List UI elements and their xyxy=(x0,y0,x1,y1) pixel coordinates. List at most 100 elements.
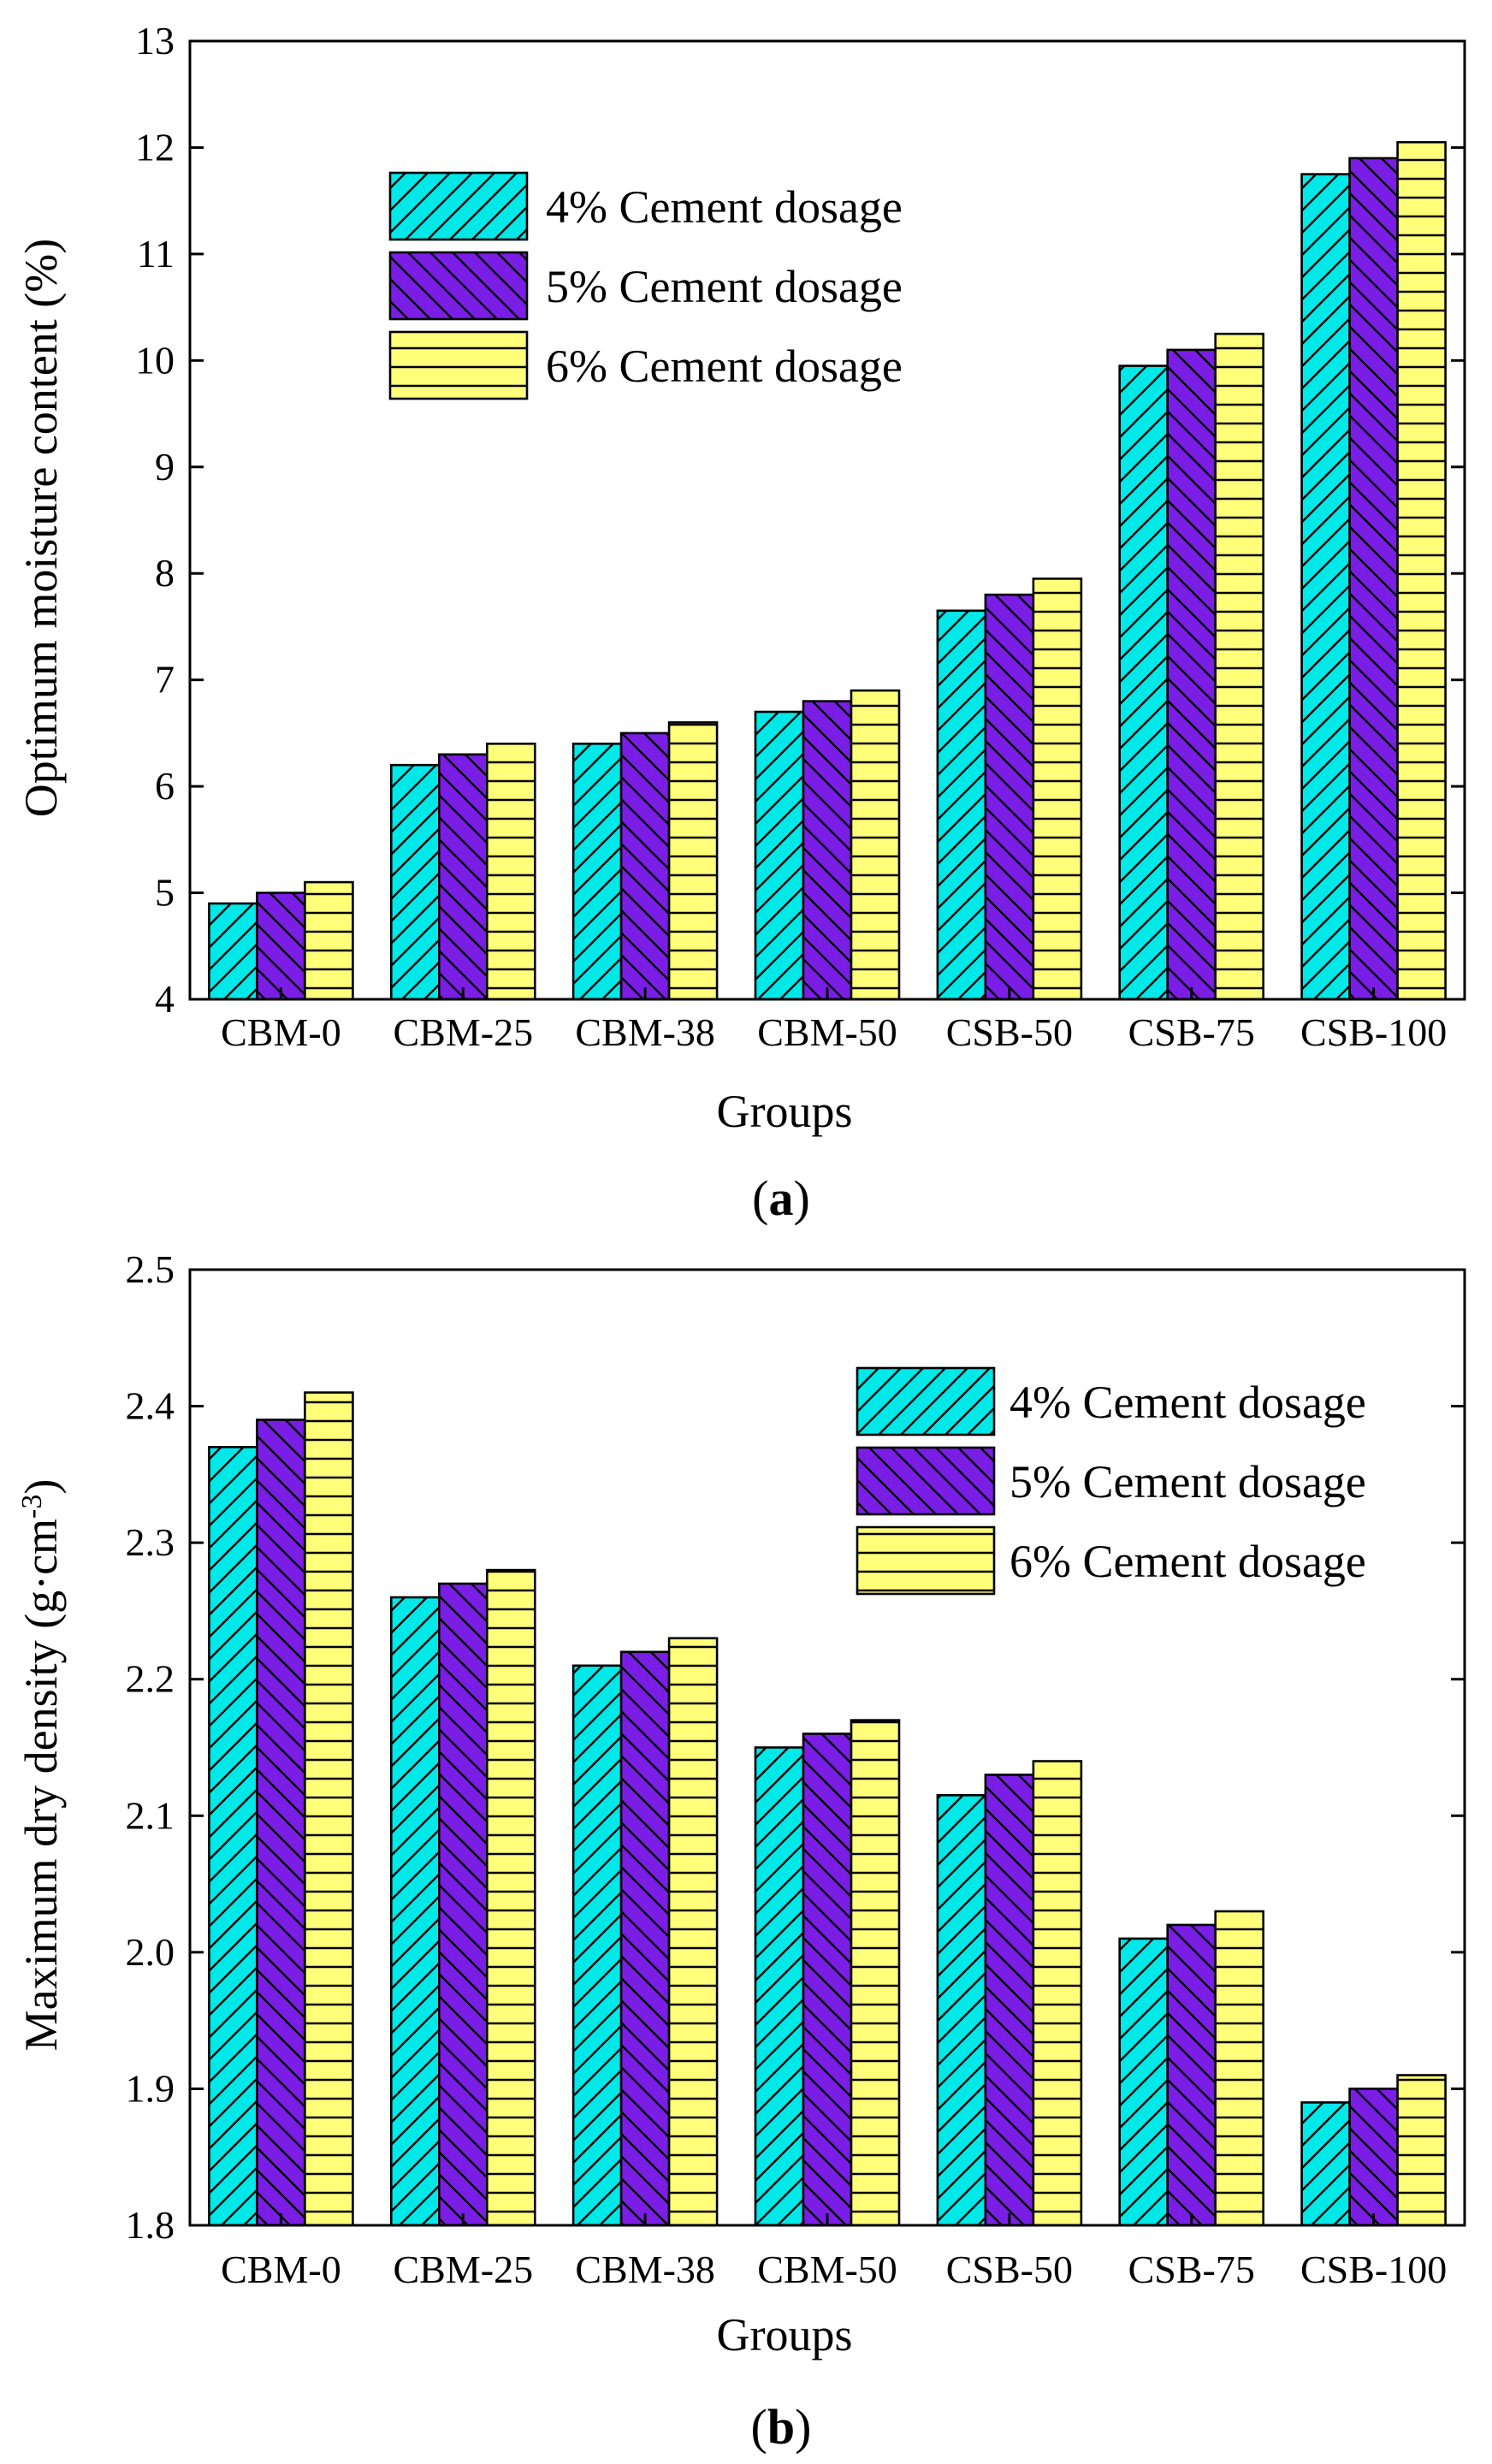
bar-cbm-0-series-4pct xyxy=(208,1446,258,2227)
bar-csb-100-series-4pct xyxy=(1300,2101,1351,2227)
legend-swatch-6pct xyxy=(388,330,529,400)
y-tick-label: 9 xyxy=(155,445,175,489)
panel-label-a: (a) xyxy=(752,1170,810,1226)
bar-csb-75-series-4pct xyxy=(1118,364,1169,1001)
y-tick-label: 6 xyxy=(155,764,175,808)
legend-swatch-4pct xyxy=(388,171,529,241)
x-tick-label: CSB-50 xyxy=(946,2248,1073,2291)
bar-cbm-50-series-4pct xyxy=(754,1746,805,2227)
x-tick-label: CBM-0 xyxy=(221,2248,341,2291)
bars-group xyxy=(208,140,1447,1001)
y-tick-label: 1.8 xyxy=(126,2203,175,2247)
bar-cbm-50-series-6pct xyxy=(850,1719,901,2227)
bar-cbm-25-series-4pct xyxy=(389,763,441,1001)
bar-csb-100-series-6pct xyxy=(1396,2074,1447,2227)
x-tick-label: CBM-38 xyxy=(575,1010,715,1054)
y-tick-label: 2.0 xyxy=(126,1930,175,1974)
x-tick-label: CBM-50 xyxy=(757,2248,897,2291)
panel-label-b: (b) xyxy=(751,2399,812,2455)
bar-csb-100-series-4pct xyxy=(1300,173,1351,1001)
y-axis-title: Optimum moisture content (%) xyxy=(15,239,67,817)
x-tick-label: CSB-100 xyxy=(1300,1010,1447,1054)
axes-group: 1.8 1.9 2.0 2.1 2.2 2.3 2.4 2.5 CBM-0 CBM-25 CBM-3… xyxy=(126,1247,1466,2291)
bar-csb-75-series-6pct xyxy=(1214,1910,1264,2227)
y-tick-label: 2.5 xyxy=(126,1247,175,1291)
legend-swatch-5pct xyxy=(388,251,529,321)
bar-csb-75-series-5pct xyxy=(1166,1923,1217,2227)
bar-cbm-25-series-4pct xyxy=(389,1596,441,2227)
bar-csb-100-series-5pct xyxy=(1348,157,1399,1001)
legend-swatch-6pct xyxy=(856,1525,996,1596)
y-tick-label: 12 xyxy=(135,125,175,169)
bar-cbm-0-series-4pct xyxy=(208,902,258,1001)
bar-cbm-0-series-6pct xyxy=(304,1391,354,2227)
x-axis-title: Groups xyxy=(717,1086,853,1137)
bar-cbm-50-series-4pct xyxy=(754,710,805,1001)
y-tick-label: 10 xyxy=(135,338,175,382)
bar-cbm-50-series-5pct xyxy=(802,1732,853,2227)
bar-csb-50-series-6pct xyxy=(1032,578,1083,1001)
bar-csb-50-series-4pct xyxy=(936,609,987,1001)
legend-swatch-5pct xyxy=(856,1446,996,1516)
x-tick-label: CSB-100 xyxy=(1300,2248,1447,2291)
x-tick-label: CBM-25 xyxy=(393,2248,533,2291)
legend: 4% Cement dosage 5% Cement dosage 6% Cemen… xyxy=(388,171,903,400)
legend-label-4pct: 4% Cement dosage xyxy=(546,181,903,233)
axes-group: 4 5 6 7 8 9 10 11 12 13 CBM-0 CBM-25 CBM-38 CBM-50 CSB… xyxy=(135,19,1466,1054)
legend-label-5pct: 5% Cement dosage xyxy=(546,261,903,312)
bar-cbm-25-series-6pct xyxy=(485,742,536,1001)
bar-cbm-38-series-6pct xyxy=(667,721,719,1001)
bar-csb-75-series-6pct xyxy=(1214,332,1264,1001)
bar-csb-100-series-5pct xyxy=(1348,2088,1399,2227)
bar-csb-50-series-5pct xyxy=(984,1774,1035,2227)
x-tick-label: CSB-75 xyxy=(1128,2248,1255,2291)
bar-cbm-38-series-4pct xyxy=(571,1664,623,2227)
legend-label-5pct: 5% Cement dosage xyxy=(1009,1456,1366,1507)
bar-cbm-0-series-5pct xyxy=(256,891,306,1001)
y-tick-label: 5 xyxy=(155,871,175,915)
bar-cbm-50-series-5pct xyxy=(802,700,853,1001)
bar-cbm-38-series-6pct xyxy=(667,1637,719,2227)
bar-csb-75-series-4pct xyxy=(1118,1937,1169,2227)
bar-cbm-25-series-6pct xyxy=(485,1568,536,2227)
bar-csb-100-series-6pct xyxy=(1396,140,1447,1001)
x-tick-label: CBM-25 xyxy=(393,1010,533,1054)
bar-cbm-38-series-5pct xyxy=(619,732,671,1001)
legend-label-4pct: 4% Cement dosage xyxy=(1009,1377,1366,1428)
x-tick-label: CSB-75 xyxy=(1128,1010,1255,1054)
x-tick-label: CSB-50 xyxy=(946,1010,1073,1054)
x-tick-label: CBM-0 xyxy=(221,1010,341,1054)
chart-panel-a: 4 5 6 7 8 9 10 11 12 13 CBM-0 CBM-25 CBM-38 CBM-50 CSB… xyxy=(15,19,1466,1226)
bar-cbm-0-series-5pct xyxy=(256,1419,306,2227)
y-tick-label: 2.2 xyxy=(126,1657,175,1701)
y-tick-label: 2.3 xyxy=(126,1520,175,1564)
bar-csb-50-series-5pct xyxy=(984,593,1035,1001)
bar-csb-50-series-6pct xyxy=(1032,1760,1083,2227)
legend-label-6pct: 6% Cement dosage xyxy=(546,341,903,392)
legend: 4% Cement dosage 5% Cement dosage 6% Cemen… xyxy=(856,1366,1366,1596)
bar-csb-75-series-5pct xyxy=(1166,348,1217,1001)
bar-cbm-25-series-5pct xyxy=(437,1582,488,2227)
legend-label-6pct: 6% Cement dosage xyxy=(1009,1536,1366,1587)
bar-csb-50-series-4pct xyxy=(936,1794,987,2227)
y-tick-label: 4 xyxy=(155,977,175,1021)
y-tick-label: 7 xyxy=(155,658,175,702)
bar-cbm-25-series-5pct xyxy=(437,753,488,1001)
y-tick-label: 2.1 xyxy=(126,1793,175,1837)
y-tick-label: 11 xyxy=(137,232,175,275)
bar-cbm-38-series-5pct xyxy=(619,1650,671,2227)
y-tick-label: 1.9 xyxy=(126,2066,175,2110)
legend-swatch-4pct xyxy=(856,1366,996,1436)
bar-cbm-50-series-6pct xyxy=(850,689,901,1001)
x-tick-label: CBM-38 xyxy=(575,2248,715,2291)
x-tick-label: CBM-50 xyxy=(757,1010,897,1054)
bar-cbm-38-series-4pct xyxy=(571,742,623,1001)
y-tick-label: 13 xyxy=(135,19,175,62)
bars-group xyxy=(208,1391,1447,2227)
chart-panel-b: 1.8 1.9 2.0 2.1 2.2 2.3 2.4 2.5 CBM-0 CBM-25 CBM-3… xyxy=(15,1247,1466,2455)
y-axis-title: Maximum dry density (g·cm-3) xyxy=(15,1479,67,2052)
y-tick-label: 2.4 xyxy=(126,1384,175,1428)
y-tick-label: 8 xyxy=(155,551,175,595)
bar-cbm-0-series-6pct xyxy=(304,880,354,1001)
